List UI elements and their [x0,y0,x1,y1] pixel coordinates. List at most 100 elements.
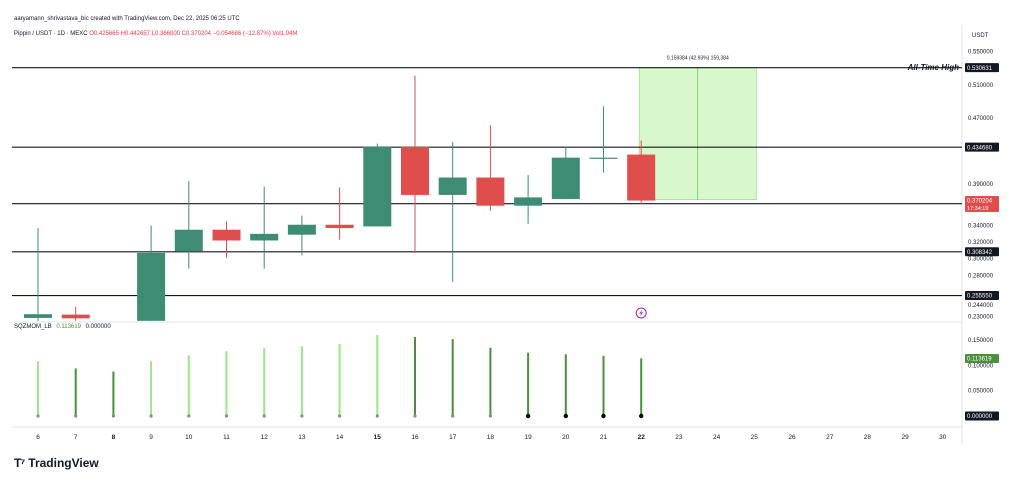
momentum-zero-dot-9 [149,414,153,418]
symbol-info[interactable]: Pippin / USDT · 1D · MEXC O0.425665 H0.4… [14,31,297,37]
x-tick-15: 15 [374,434,382,441]
x-tick-16: 16 [411,434,419,441]
momentum-zero-dot-16 [413,414,417,418]
momentum-tick-0: 0.150000 [968,338,994,344]
brand-name: TradingView [28,456,99,470]
momentum-zero-dot-8 [111,414,115,418]
candle-body-12[interactable] [250,233,279,241]
measure-box-label: 0.159384 (42.93%) 159,384 [667,56,729,62]
x-tick-18: 18 [487,434,495,441]
momentum-zero-dot-10 [187,414,191,418]
x-tick-30: 30 [939,434,947,441]
x-tick-24: 24 [713,434,721,441]
momentum-tick-1: 0.113619 [967,357,992,363]
level-note-0: All-Time High [907,63,960,72]
price-tick-6: 0.300000 [968,257,994,263]
candle-body-7[interactable] [61,314,90,319]
candle-body-17[interactable] [438,177,467,195]
momentum-zero-dot-22 [639,413,644,419]
currency-label[interactable]: USDT [972,33,989,39]
price-tick-5: 0.320000 [968,240,994,246]
tradingview-brand: T⁷ TradingView [14,456,99,470]
current-price-countdown: 17:34:19 [967,206,988,212]
candle-body-22[interactable] [627,154,656,201]
candle-body-16[interactable] [401,146,429,195]
x-tick-13: 13 [298,434,306,441]
momentum-zero-dot-12 [262,414,266,418]
candle-body-11[interactable] [212,229,241,241]
level-tag-label-4: 0.255550 [967,294,993,300]
x-tick-10: 10 [185,434,193,441]
momentum-zero-dot-15 [375,414,379,418]
momentum-tick-3: 0.050000 [968,389,994,395]
momentum-tick-4: 0.000000 [967,414,993,420]
candle-body-10[interactable] [174,229,203,252]
momentum-zero-dot-11 [224,414,229,418]
x-tick-22: 22 [638,434,646,441]
candle-body-18[interactable] [476,177,505,206]
level-tag-label-3: 0.308342 [967,250,993,256]
x-tick-12: 12 [261,434,269,441]
momentum-zero-dot-13 [300,414,304,418]
price-tick-3: 0.390000 [968,182,994,188]
symbol-name[interactable]: Pippin / USDT · 1D · MEXC [14,31,88,37]
momentum-zero-dot-14 [338,414,342,418]
momentum-zero-dot-20 [563,413,568,419]
x-tick-8: 8 [112,434,116,441]
candle-body-19[interactable] [514,197,543,206]
candle-body-13[interactable] [287,224,316,235]
candle-body-21[interactable] [589,157,618,159]
creator-line: aaryamann_shrivastava_bic created with T… [14,16,240,22]
momentum-tick-2: 0.100000 [968,363,994,369]
x-tick-19: 19 [524,434,532,441]
price-tick-4: 0.340000 [968,224,994,230]
price-tick-0: 0.550000 [968,50,994,56]
level-tag-label-0: 0.530631 [967,66,993,72]
indicator-name[interactable]: SQZMOM_LB [14,324,52,330]
momentum-value-tag [965,354,999,364]
x-tick-9: 9 [149,434,153,441]
x-tick-17: 17 [449,434,457,441]
tradingview-logo-icon: T⁷ [14,456,25,470]
x-tick-7: 7 [74,434,78,441]
price-tick-8: 0.244000 [968,303,994,309]
momentum-zero-dot-17 [451,414,455,418]
momentum-zero-tag [965,411,999,421]
price-tick-1: 0.510000 [968,83,994,89]
ohlc-values: O0.425665 H0.442657 L0.366000 C0.370204 … [89,31,298,37]
momentum-zero-dot-7 [74,414,78,418]
indicator-legend[interactable]: SQZMOM_LB 0.113619 0.000000 [14,324,111,330]
x-tick-25: 25 [751,434,759,441]
level-tag-3 [965,247,999,257]
candle-body-15[interactable] [363,146,392,227]
candle-body-9[interactable] [137,252,166,321]
candle-body-20[interactable] [551,157,580,200]
candle-body-14[interactable] [325,224,354,229]
momentum-zero-dot-21 [601,413,606,419]
momentum-zero-dot-19 [525,413,531,419]
x-tick-11: 11 [223,434,230,441]
x-tick-14: 14 [336,434,344,441]
level-tag-4 [965,291,999,301]
x-tick-26: 26 [788,434,796,441]
x-tick-21: 21 [600,434,608,441]
indicator-value-1: 0.113619 [56,324,81,330]
x-tick-23: 23 [675,434,683,441]
indicator-value-2: 0.000000 [85,324,111,330]
candle-body-6[interactable] [24,314,52,318]
price-tick-9: 0.230000 [968,315,994,321]
x-tick-6: 6 [36,434,40,441]
momentum-zero-dot-6 [36,414,40,418]
level-tag-1 [965,142,999,152]
level-tag-label-1: 0.434680 [967,145,993,151]
momentum-zero-dot-18 [488,414,492,418]
current-price-label: 0.370204 [967,199,993,205]
x-tick-20: 20 [562,434,570,441]
level-tag-0 [965,63,999,73]
current-price-tag [965,196,999,213]
price-tick-2: 0.470000 [968,116,994,122]
lightning-glyph [639,310,644,316]
x-tick-27: 27 [826,434,834,441]
price-tick-7: 0.280000 [968,273,994,279]
